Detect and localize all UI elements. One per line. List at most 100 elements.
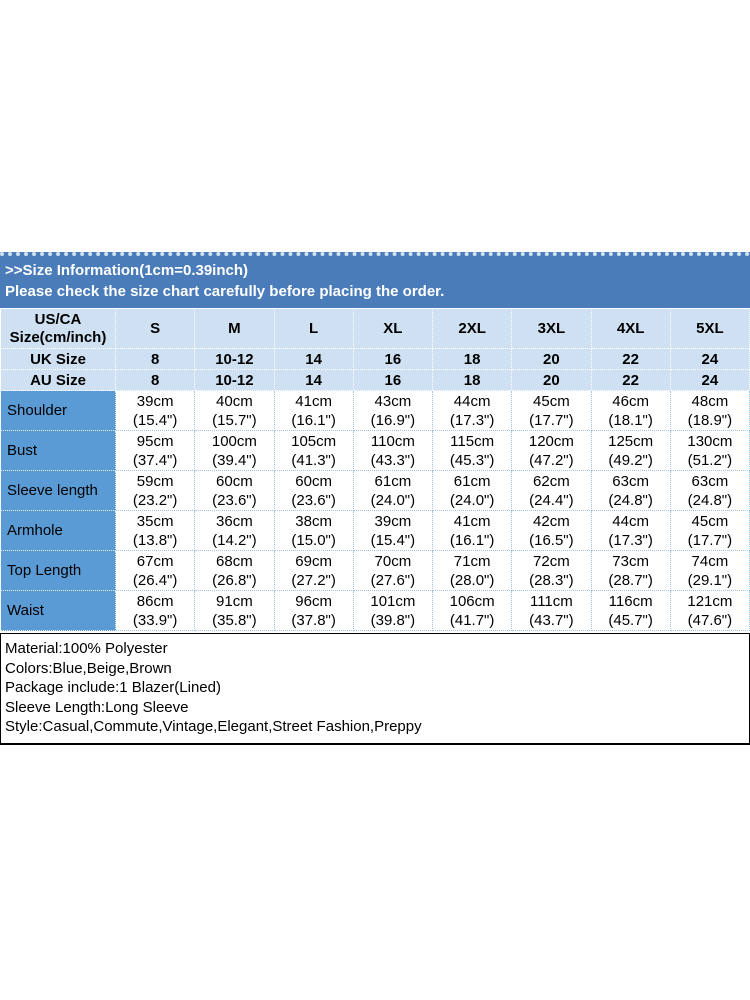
measurement-inch: (17.3") xyxy=(449,411,495,429)
measurement-cm: 125cm xyxy=(608,432,654,450)
region-size-label: UK Size xyxy=(0,348,116,370)
measurement-inch: (16.9") xyxy=(370,411,416,429)
measurement-row: Armhole 35cm (13.8") 36cm (14.2") 38cm (15.0")… xyxy=(0,510,750,551)
measurement-value: 116cm (45.7") xyxy=(590,590,671,631)
measurement-cm: 44cm xyxy=(612,512,649,530)
measurement-inch: (26.8") xyxy=(212,571,257,589)
measurement-cm: 105cm xyxy=(291,432,337,450)
measurement-cm: 63cm xyxy=(612,472,649,490)
measurement-inch: (47.6") xyxy=(687,611,733,629)
measurement-value: 96cm (37.8") xyxy=(273,590,354,631)
measurement-inch: (17.7") xyxy=(529,411,574,429)
measurement-inch: (15.0") xyxy=(291,531,336,549)
measurement-cm: 116cm xyxy=(608,592,653,610)
measurement-inch: (24.8") xyxy=(687,491,733,509)
measurement-inch: (37.8") xyxy=(291,611,336,629)
measurement-value: 63cm (24.8") xyxy=(590,470,671,511)
size-header-row: US/CA Size(cm/inch) S M L XL 2XL 3XL 4XL 5XL xyxy=(0,308,750,349)
measurement-cm: 38cm xyxy=(295,512,332,530)
measurement-cm: 39cm xyxy=(374,512,412,530)
measurement-value: 91cm (35.8") xyxy=(194,590,275,631)
measurement-cm: 70cm xyxy=(374,552,412,570)
product-info-line: Style:Casual,Commute,Vintage,Elegant,Str… xyxy=(5,718,422,735)
region-size-value: 18 xyxy=(431,369,513,391)
measurement-inch: (49.2") xyxy=(608,451,653,469)
size-column-header: XL xyxy=(352,308,434,349)
measurement-cm: 40cm xyxy=(216,392,253,410)
measurement-inch: (27.6") xyxy=(370,571,416,589)
measurement-value: 45cm (17.7") xyxy=(511,390,592,431)
measurement-value: 121cm (47.6") xyxy=(669,590,750,631)
region-size-value: 20 xyxy=(511,348,592,370)
measurement-value: 71cm (28.0") xyxy=(431,550,513,591)
measurement-value: 68cm (26.8") xyxy=(194,550,275,591)
measurement-cm: 121cm xyxy=(687,592,733,610)
measurement-inch: (14.2") xyxy=(212,531,257,549)
measurement-inch: (17.3") xyxy=(608,531,653,549)
measurement-value: 60cm (23.6") xyxy=(273,470,354,511)
measurement-value: 39cm (15.4") xyxy=(352,510,434,551)
measurement-inch: (37.4") xyxy=(132,451,178,469)
region-size-value: 24 xyxy=(669,348,750,370)
measurement-cm: 71cm xyxy=(453,552,491,570)
measurement-inch: (24.0") xyxy=(449,491,495,509)
measurement-cm: 45cm xyxy=(533,392,570,410)
measurement-inch: (28.0") xyxy=(449,571,495,589)
measurement-inch: (28.7") xyxy=(608,571,653,589)
measurement-value: 115cm (45.3") xyxy=(431,430,513,471)
measurement-row: Shoulder 39cm (15.4") 40cm (15.7") 41cm (16.1"… xyxy=(0,390,750,431)
region-size-row: AU Size 8 10-12 14 16 18 20 22 24 xyxy=(0,369,750,391)
measurement-value: 86cm (33.9") xyxy=(114,590,196,631)
measurement-value: 106cm (41.7") xyxy=(431,590,513,631)
measurement-inch: (16.5") xyxy=(529,531,574,549)
corner-header-cell: US/CA Size(cm/inch) xyxy=(0,308,116,349)
size-column-header: 2XL xyxy=(431,308,513,349)
measurement-inch: (39.4") xyxy=(212,451,257,469)
measurement-inch: (43.7") xyxy=(529,611,574,629)
measurement-cm: 59cm xyxy=(136,472,174,490)
measurement-inch: (41.7") xyxy=(449,611,495,629)
measurement-cm: 106cm xyxy=(449,592,495,610)
measurement-value: 125cm (49.2") xyxy=(590,430,671,471)
measurement-inch: (39.8") xyxy=(370,611,416,629)
measurement-inch: (15.7") xyxy=(212,411,257,429)
measurement-value: 67cm (26.4") xyxy=(114,550,196,591)
measurement-cm: 35cm xyxy=(136,512,174,530)
measurement-value: 38cm (15.0") xyxy=(273,510,354,551)
measurement-row: Top Length 67cm (26.4") 68cm (26.8") 69cm (27.… xyxy=(0,550,750,591)
measurement-label: Top Length xyxy=(0,550,116,591)
measurement-inch: (29.1") xyxy=(687,571,733,589)
measurement-cm: 100cm xyxy=(211,432,257,450)
measurement-cm: 39cm xyxy=(136,392,174,410)
measurement-value: 41cm (16.1") xyxy=(431,510,513,551)
measurement-inch: (24.0") xyxy=(370,491,416,509)
measurement-cm: 120cm xyxy=(528,432,574,450)
measurement-value: 101cm (39.8") xyxy=(352,590,434,631)
measurement-cm: 43cm xyxy=(374,392,412,410)
measurement-value: 105cm (41.3") xyxy=(273,430,354,471)
measurement-cm: 86cm xyxy=(136,592,174,610)
product-info-line: Material:100% Polyester xyxy=(5,640,168,657)
measurement-value: 36cm (14.2") xyxy=(194,510,275,551)
size-column-header: L xyxy=(273,308,354,349)
measurement-label: Shoulder xyxy=(0,390,116,431)
measurement-cm: 115cm xyxy=(450,432,495,450)
measurement-value: 63cm (24.8") xyxy=(669,470,750,511)
measurement-cm: 95cm xyxy=(136,432,174,450)
size-info-banner: >>Size Information(1cm=0.39inch) Please … xyxy=(0,252,750,308)
measurement-cm: 111cm xyxy=(529,592,573,610)
size-column-header: 3XL xyxy=(511,308,592,349)
measurement-inch: (26.4") xyxy=(132,571,178,589)
measurement-cm: 61cm xyxy=(374,472,412,490)
product-info-line: Colors:Blue,Beige,Brown xyxy=(5,659,172,677)
measurement-inch: (45.7") xyxy=(608,611,653,629)
measurement-cm: 45cm xyxy=(691,512,729,530)
region-size-value: 14 xyxy=(273,348,354,370)
measurement-inch: (18.1") xyxy=(608,411,653,429)
region-size-value: 10-12 xyxy=(194,348,275,370)
region-size-value: 22 xyxy=(590,348,671,370)
measurement-value: 35cm (13.8") xyxy=(114,510,196,551)
measurement-cm: 110cm xyxy=(370,432,415,450)
measurement-inch: (23.6") xyxy=(212,491,257,509)
